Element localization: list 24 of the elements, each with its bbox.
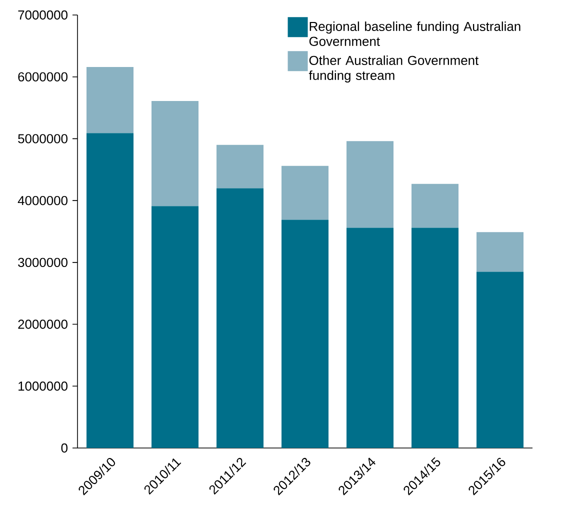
bar xyxy=(412,228,459,448)
legend-label: Other Australian Government funding stream xyxy=(308,56,479,83)
y-tick-label: 0 xyxy=(61,443,68,453)
legend-label: Regional baseline funding Australian Government xyxy=(309,22,520,46)
bar xyxy=(346,228,394,448)
y-tick-label: 3000000 xyxy=(18,258,68,267)
y-tick-label: 5000000 xyxy=(18,134,68,144)
bar xyxy=(282,220,329,448)
bar xyxy=(476,232,524,272)
bar xyxy=(216,144,264,188)
y-tick-label: 2000000 xyxy=(18,320,68,329)
y-tick-label: 4000000 xyxy=(18,196,68,206)
bar xyxy=(346,141,394,228)
bar xyxy=(86,133,134,448)
bar xyxy=(152,206,199,448)
y-tick-label: 7000000 xyxy=(18,10,68,20)
bar xyxy=(282,166,329,220)
y-tick-label: 1000000 xyxy=(18,382,68,391)
bar xyxy=(86,66,134,134)
bar xyxy=(412,184,459,228)
bar xyxy=(152,100,199,206)
y-tick-label: 6000000 xyxy=(18,72,68,82)
bar xyxy=(216,188,264,448)
bar xyxy=(476,272,524,448)
